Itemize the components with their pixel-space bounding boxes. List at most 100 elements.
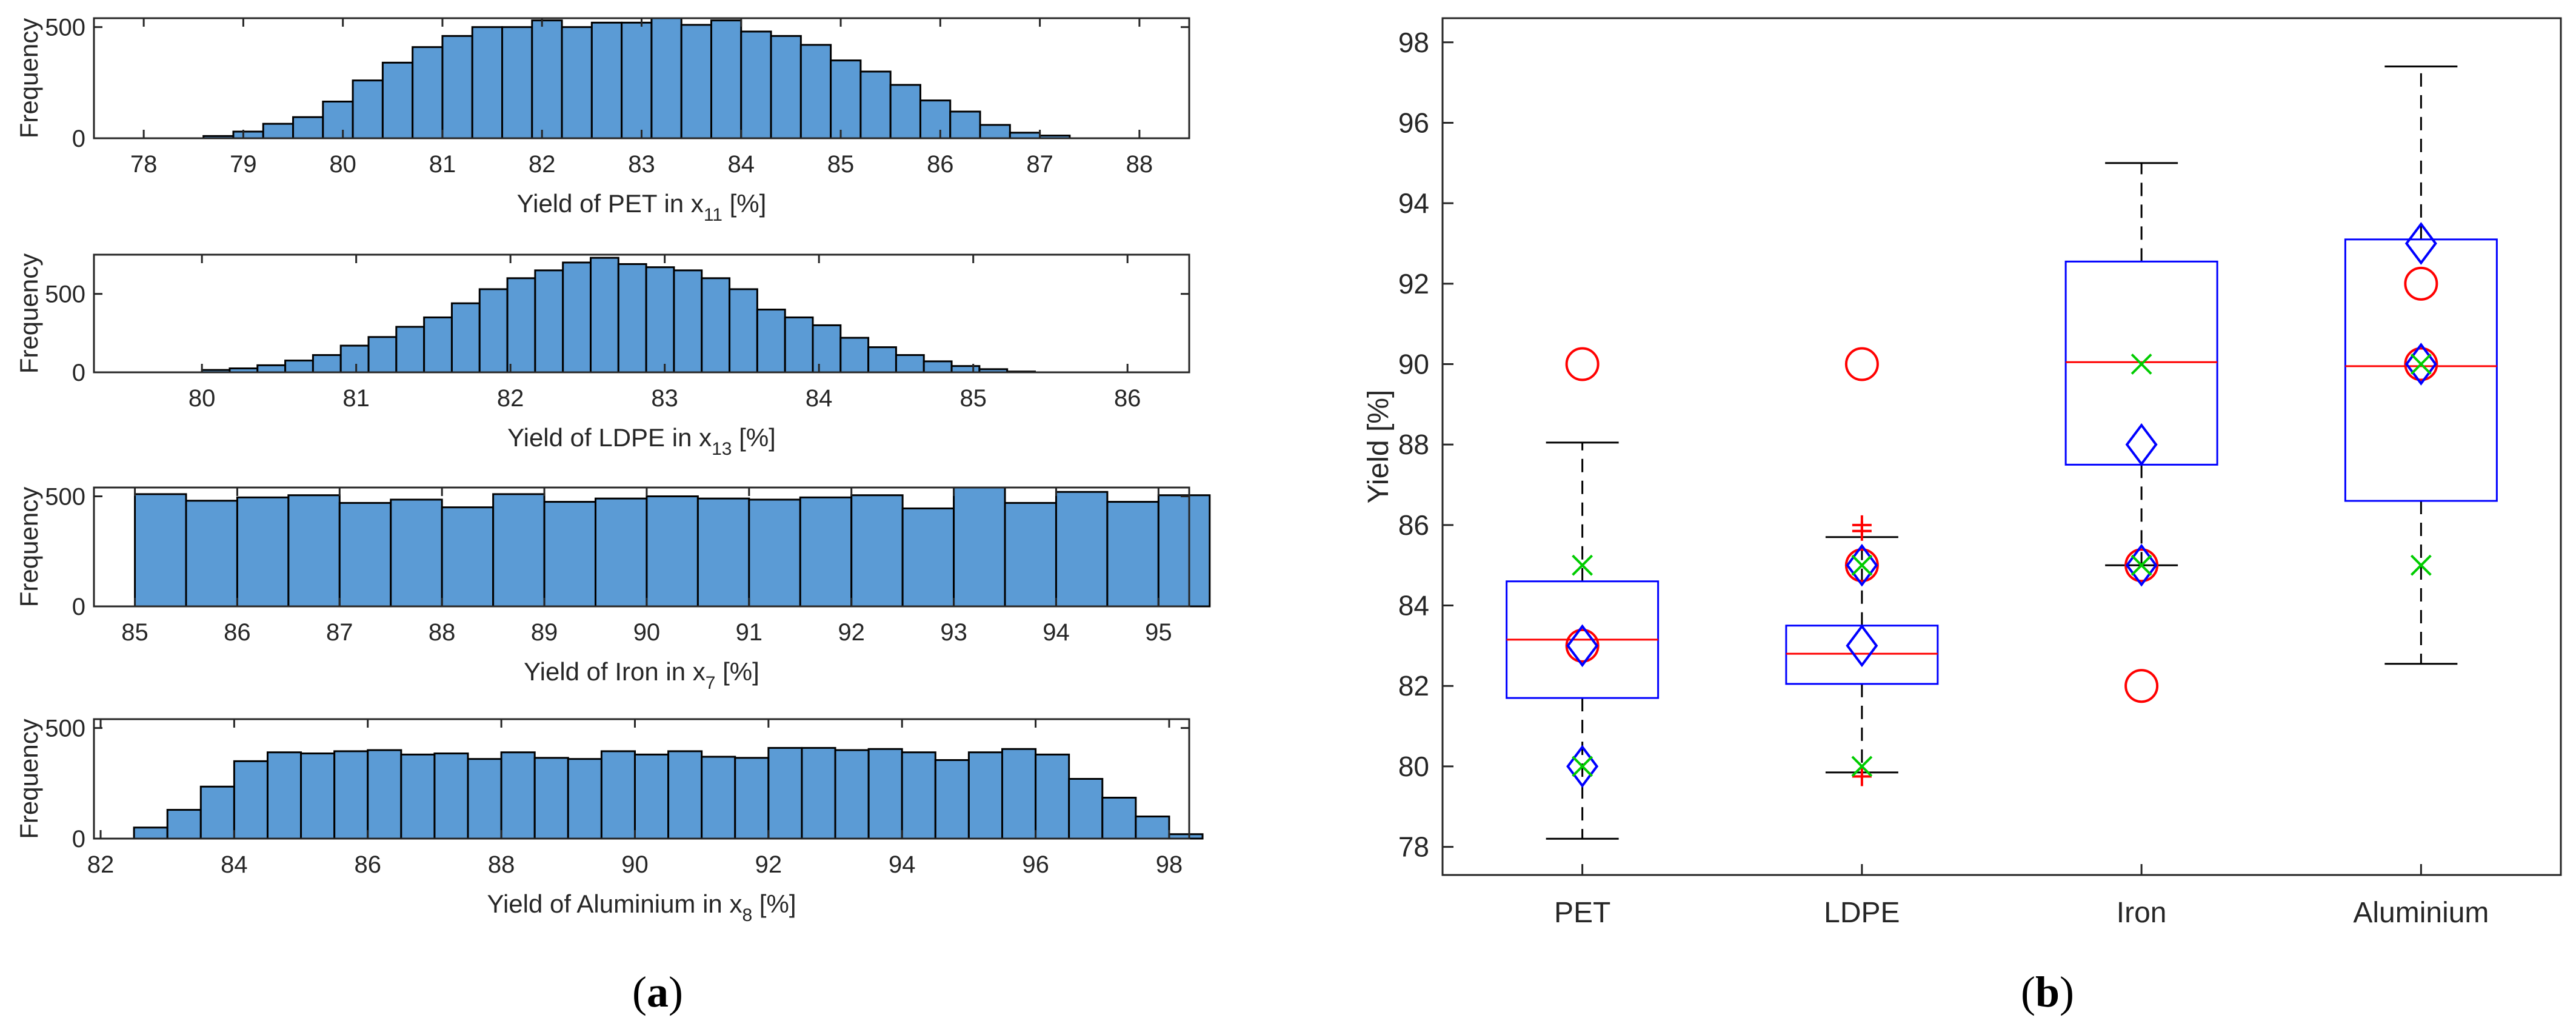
histogram-bar	[471, 26, 504, 139]
histogram-bar	[1068, 778, 1104, 840]
histogram-bar	[531, 19, 563, 139]
histogram-bar	[850, 494, 904, 608]
histogram-bar	[673, 269, 703, 374]
y-tick-label: 84	[1398, 590, 1429, 622]
x-tick-label: 96	[1022, 851, 1049, 878]
circle-marker	[2404, 266, 2438, 301]
x-tick-label: 85	[959, 385, 987, 412]
histogram-bar	[919, 99, 952, 139]
x-tick-label: 83	[628, 151, 655, 178]
circle-marker	[1565, 628, 1600, 663]
histogram-bar	[567, 758, 602, 840]
histogram-bar	[322, 101, 354, 139]
histogram-bar	[1055, 491, 1109, 608]
circle-marker	[1844, 347, 1879, 381]
y-tick-label: 88	[1398, 429, 1429, 460]
histogram-bar	[236, 496, 290, 608]
histogram-bar	[734, 757, 770, 840]
histogram-bar	[799, 496, 853, 608]
diamond-marker	[1566, 745, 1599, 788]
histogram-bar	[729, 288, 758, 374]
x-tick-label: 84	[806, 385, 833, 412]
histogram-bar	[412, 46, 444, 139]
x-tick-label: 87	[1026, 151, 1053, 178]
y-tick-label: 500	[45, 716, 85, 742]
panel-a-label: (a)	[632, 968, 683, 1016]
histogram-bar	[949, 110, 981, 139]
x-tick-label: 88	[1126, 151, 1153, 178]
y-tick-label: 92	[1398, 268, 1429, 300]
histogram-bar	[262, 122, 295, 139]
histogram-bar	[1004, 501, 1057, 608]
x-tick-label: 94	[889, 851, 916, 878]
histogram-bar	[839, 337, 870, 374]
circle-marker	[2124, 669, 2159, 703]
y-axis-label: Frequency	[15, 18, 43, 138]
x-tick-label: 81	[429, 151, 456, 178]
histogram-bar	[650, 17, 682, 139]
histogram-bar	[784, 316, 814, 374]
histogram-bar	[830, 59, 862, 139]
x-tick-label: 92	[755, 851, 782, 878]
histogram-bar	[767, 746, 803, 840]
x-marker	[1572, 554, 1593, 576]
x-axis-label-subscript: 13	[712, 439, 732, 459]
y-axis-label: Frequency	[15, 253, 43, 374]
histogram-bar	[185, 500, 238, 608]
outlier-marker	[1852, 515, 1872, 535]
histogram-bar	[287, 494, 341, 608]
histogram-bar	[338, 501, 392, 608]
x-tick-label: 92	[838, 619, 865, 646]
y-tick-label: 96	[1398, 107, 1429, 138]
x-axis-label: Yield of PET in x11 [%]	[517, 189, 767, 225]
histogram-bar	[595, 497, 648, 608]
x-marker	[1851, 756, 1873, 777]
y-tick-label: 500	[45, 484, 85, 511]
histogram-bar	[134, 493, 187, 608]
diamond-marker	[2125, 543, 2158, 587]
histogram-bar	[199, 785, 235, 840]
diamond-marker	[2125, 423, 2158, 466]
diamond-marker	[2404, 222, 2437, 265]
histogram-bar	[646, 495, 699, 608]
histogram-bar	[633, 753, 670, 840]
y-tick-label: 0	[72, 126, 85, 152]
x-marker	[2131, 354, 2152, 375]
histogram-bar	[292, 116, 324, 139]
x-tick-label: 80	[329, 151, 356, 178]
x-marker	[2410, 354, 2432, 375]
histogram-bar	[400, 753, 436, 840]
plot-frame	[93, 253, 1190, 374]
histogram-bar	[617, 263, 647, 374]
y-tick-label: 80	[1398, 751, 1429, 782]
histogram-bar	[590, 21, 623, 139]
diamond-marker	[1846, 543, 1878, 587]
x-marker	[2131, 554, 2152, 576]
x-tick-label: 78	[130, 151, 158, 178]
x-axis-label-unit: [%]	[722, 189, 766, 218]
y-axis-label: Frequency	[15, 487, 43, 607]
histogram-bar	[312, 354, 342, 374]
histogram-bar	[367, 336, 398, 374]
y-tick-label: 0	[72, 360, 85, 386]
x-tick-label: 93	[940, 619, 967, 646]
histogram-bar	[492, 493, 546, 608]
x-marker-stroke	[1572, 756, 1593, 777]
histogram-bar	[367, 749, 402, 840]
histogram-bar	[701, 756, 736, 840]
histogram-bar	[266, 751, 302, 840]
histogram-bar	[543, 501, 597, 608]
y-tick-label: 86	[1398, 509, 1429, 541]
y-tick-label: 500	[45, 15, 85, 41]
box-aluminium	[2344, 65, 2498, 665]
histogram-bar	[834, 749, 870, 840]
histogram-bar	[395, 326, 425, 374]
histogram-bar	[423, 316, 453, 374]
histogram-bar	[506, 277, 536, 374]
boxplot-panel: 78 80 82 84 86 88 90 92 94 96 98 Yield [%] PET LDPE Ir…	[1363, 17, 2562, 929]
iqr-box	[1785, 625, 1939, 685]
diamond-marker	[2404, 343, 2437, 386]
histogram-bar	[166, 809, 202, 840]
y-tick-label: 98	[1398, 27, 1429, 58]
